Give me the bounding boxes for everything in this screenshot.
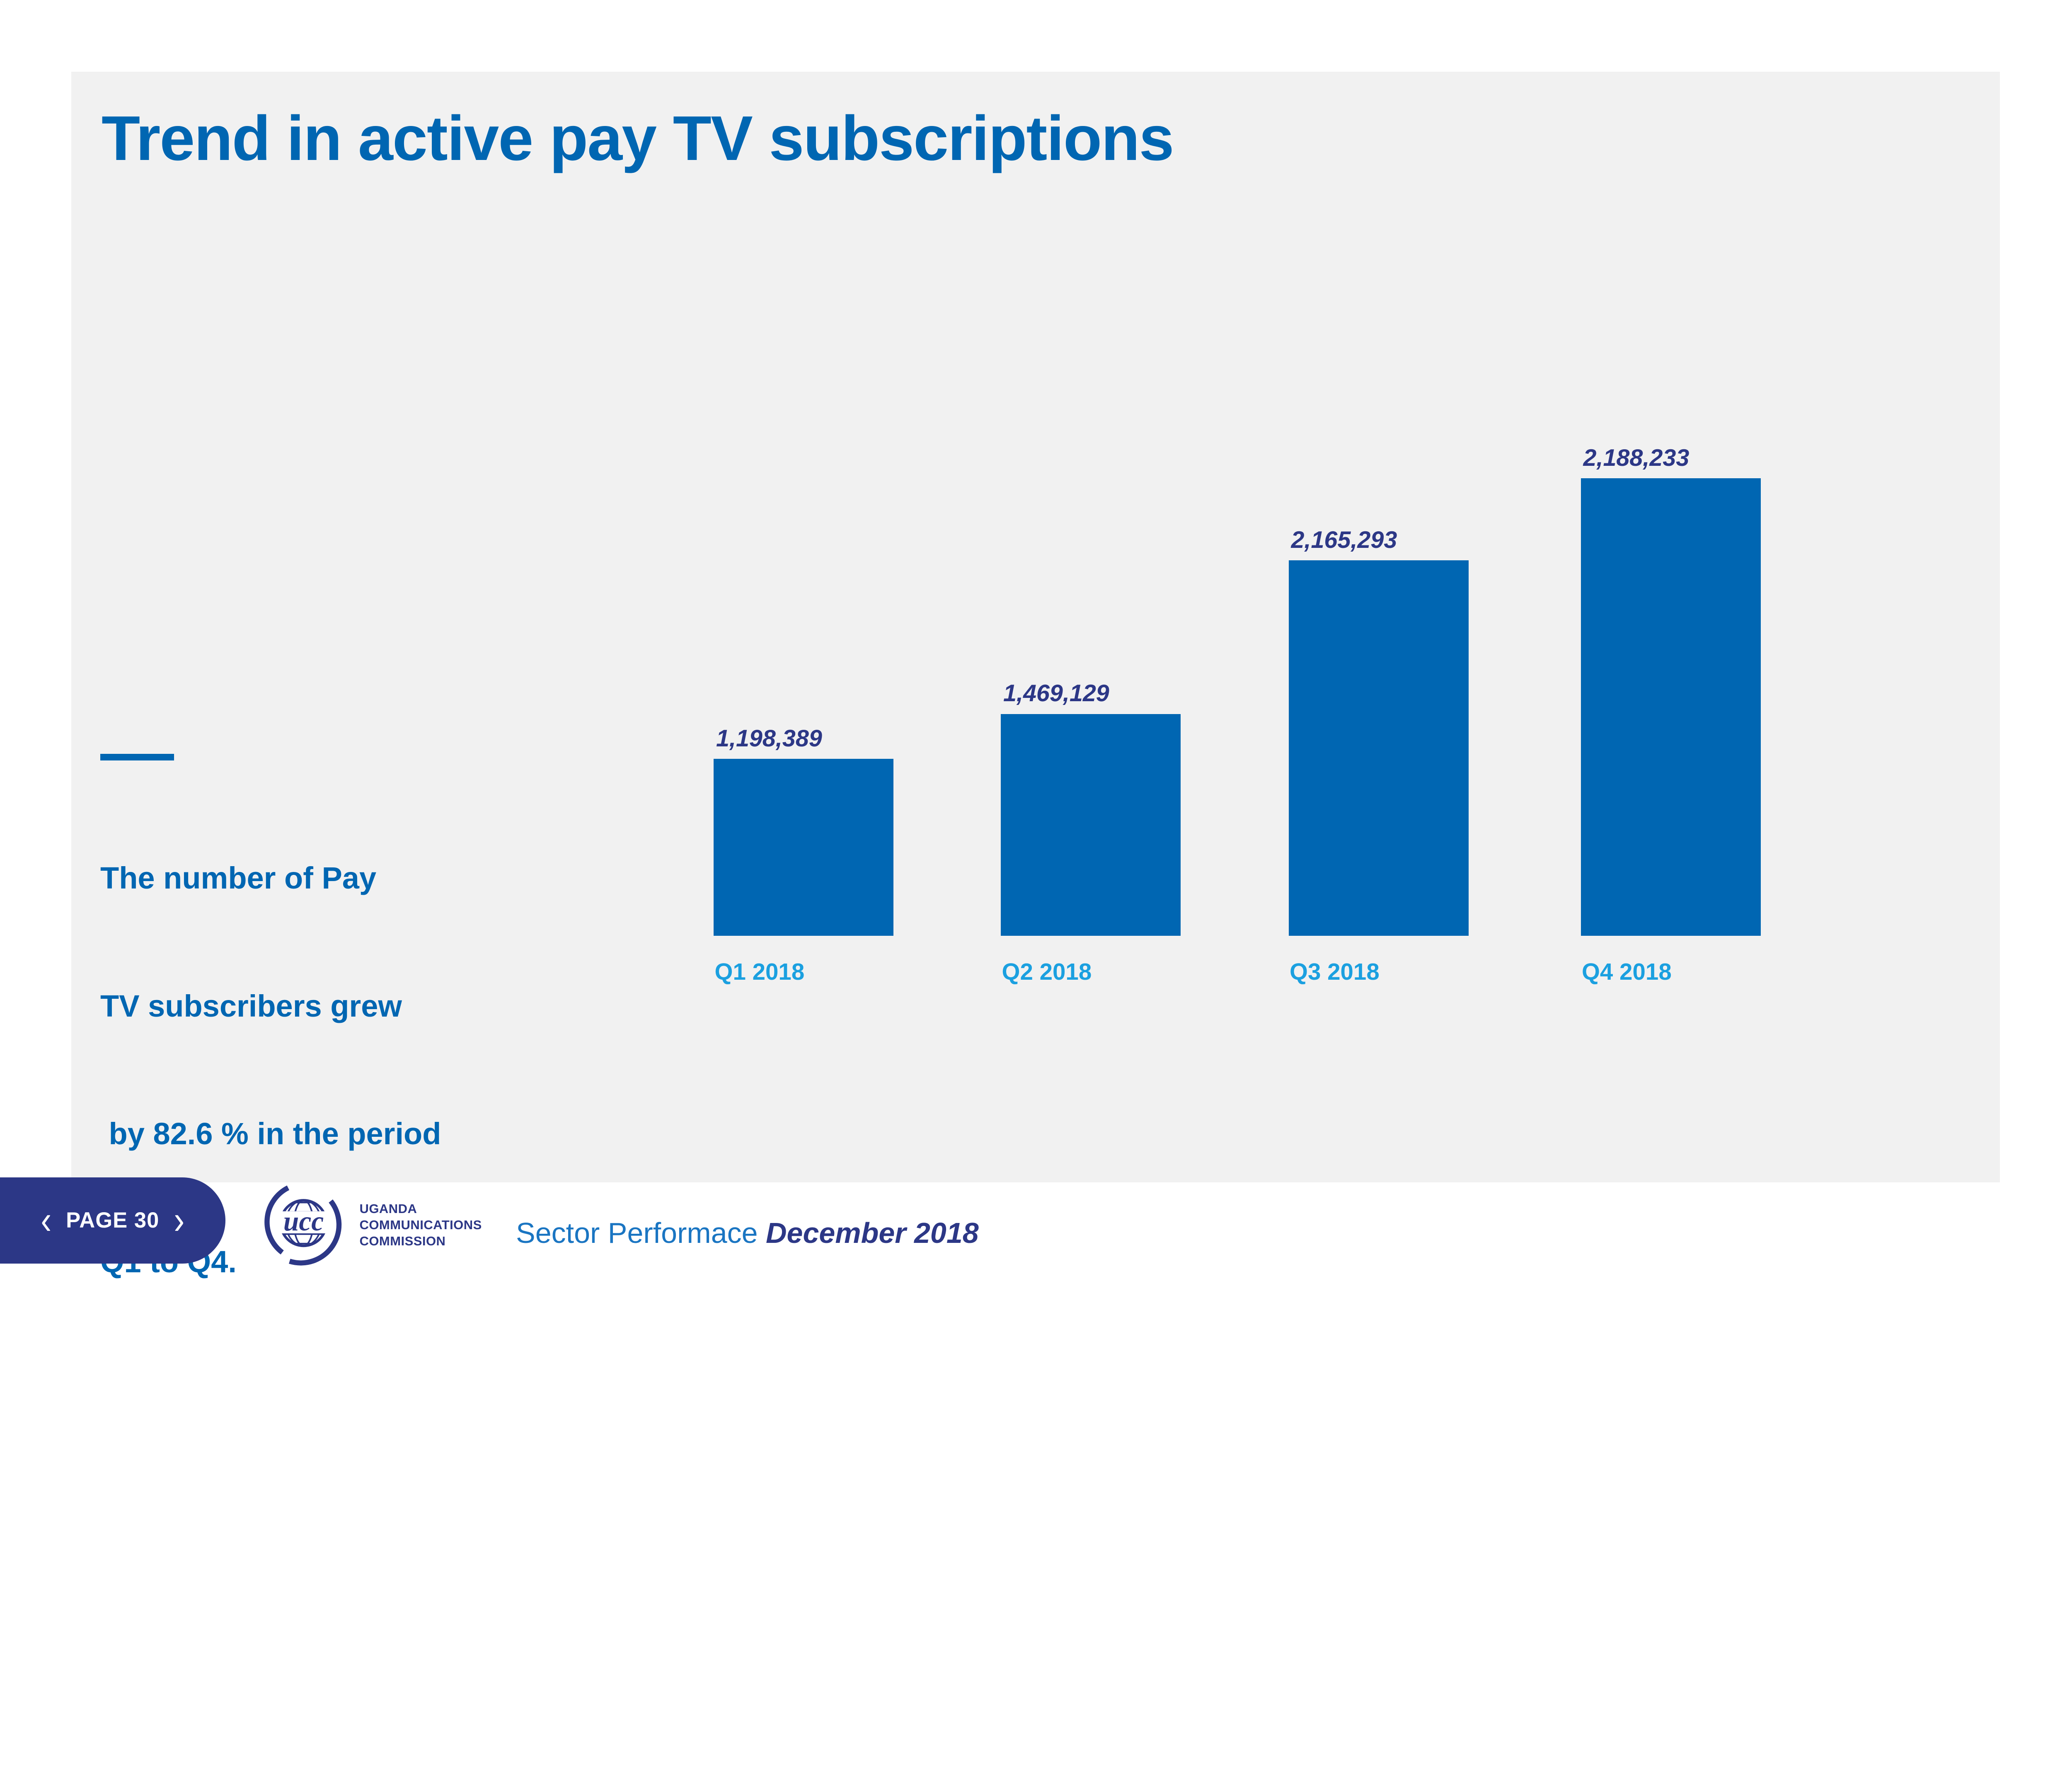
previous-page-icon[interactable]: ‹ (41, 1198, 52, 1242)
logo-org-line: UGANDA (359, 1201, 417, 1216)
x-axis-label: Q3 2018 (1290, 959, 1380, 985)
bar-chart: 1,198,389 Q1 2018 1,469,129 Q2 2018 2,165,29… (714, 444, 1761, 985)
note-line: by 82.6 % in the period (100, 1116, 441, 1151)
next-page-icon[interactable]: › (174, 1198, 185, 1242)
bar-q3-2018 (1288, 560, 1469, 936)
bar-value-label: 1,198,389 (716, 725, 822, 752)
page-title: Trend in active pay TV subscriptions (102, 103, 1174, 174)
bar-q2-2018 (1001, 714, 1181, 936)
footer-caption-report-name: Sector Performace (516, 1216, 766, 1249)
logo-org-name: UGANDA COMMUNICATIONS COMMISSION (360, 1201, 482, 1249)
logo-org-line: COMMISSION (359, 1233, 446, 1248)
note-line: TV subscribers grew (100, 988, 402, 1023)
bar-value-label: 2,165,293 (1291, 526, 1397, 553)
bar-q4-2018 (1581, 478, 1761, 936)
footer-caption-period: December 2018 (766, 1216, 979, 1249)
x-axis-label: Q2 2018 (1002, 959, 1092, 985)
x-axis-label: Q1 2018 (714, 959, 805, 985)
note-accent-dash (100, 753, 174, 760)
page-indicator-pill: ‹ PAGE 30 › (0, 1177, 225, 1264)
footer-caption: Sector Performace December 2018 (516, 1216, 979, 1250)
ucc-logo-acronym: ucc (283, 1206, 324, 1237)
ucc-globe-logo-icon: ucc (264, 1185, 342, 1266)
logo-org-line: COMMUNICATIONS (359, 1217, 482, 1232)
note-line: The number of Pay (100, 861, 377, 896)
slide-page: Trend in active pay TV subscriptions The… (0, 71, 2000, 1279)
page-number-label: PAGE 30 (66, 1208, 160, 1233)
bar-value-label: 2,188,233 (1583, 444, 1690, 471)
bar-q1-2018 (714, 758, 893, 936)
x-axis-label: Q4 2018 (1581, 959, 1672, 985)
bar-value-label: 1,469,129 (1003, 680, 1109, 707)
